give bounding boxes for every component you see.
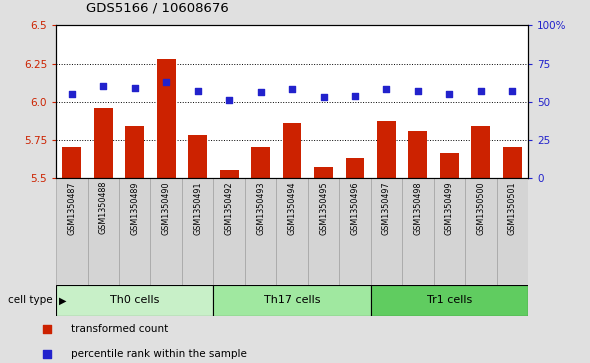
Bar	[471, 126, 490, 178]
Point	[130, 85, 139, 91]
Bar	[402, 178, 434, 285]
Text: GSM1350495: GSM1350495	[319, 181, 328, 235]
Point	[67, 91, 77, 97]
Point	[413, 88, 422, 94]
Text: Tr1 cells: Tr1 cells	[427, 295, 472, 305]
Point	[162, 79, 171, 85]
Bar	[56, 178, 87, 285]
Point	[99, 83, 108, 89]
Bar	[251, 147, 270, 178]
Bar	[497, 178, 528, 285]
Bar	[63, 147, 81, 178]
Text: GSM1350489: GSM1350489	[130, 181, 139, 234]
Text: percentile rank within the sample: percentile rank within the sample	[71, 348, 247, 359]
Text: GSM1350494: GSM1350494	[287, 181, 297, 234]
Bar	[119, 178, 150, 285]
Text: GSM1350487: GSM1350487	[67, 181, 76, 234]
Text: ▶: ▶	[59, 295, 67, 305]
Text: Th0 cells: Th0 cells	[110, 295, 159, 305]
Bar	[182, 178, 214, 285]
Bar	[308, 178, 339, 285]
Text: GSM1350501: GSM1350501	[508, 181, 517, 234]
Bar	[245, 178, 276, 285]
Point	[445, 91, 454, 97]
Text: GSM1350499: GSM1350499	[445, 181, 454, 235]
Text: GSM1350500: GSM1350500	[476, 181, 486, 234]
Bar	[377, 122, 396, 178]
Text: GSM1350490: GSM1350490	[162, 181, 171, 234]
Text: transformed count: transformed count	[71, 324, 168, 334]
Text: GSM1350498: GSM1350498	[414, 181, 422, 234]
Point	[476, 88, 486, 94]
Bar	[125, 126, 144, 178]
Bar	[150, 178, 182, 285]
Bar	[440, 154, 459, 178]
Bar	[214, 285, 371, 316]
Point	[193, 88, 202, 94]
Bar	[87, 178, 119, 285]
Point	[224, 97, 234, 103]
Bar	[371, 178, 402, 285]
Point	[287, 86, 297, 92]
Point	[382, 86, 391, 92]
Text: GDS5166 / 10608676: GDS5166 / 10608676	[86, 1, 228, 15]
Bar	[94, 108, 113, 178]
Point	[507, 88, 517, 94]
Bar	[503, 147, 522, 178]
Text: GSM1350493: GSM1350493	[256, 181, 265, 234]
Bar	[219, 170, 238, 178]
Bar	[283, 123, 301, 178]
Text: GSM1350492: GSM1350492	[225, 181, 234, 235]
Bar	[314, 167, 333, 178]
Bar	[157, 59, 176, 178]
Bar	[346, 158, 365, 178]
Point	[319, 94, 328, 100]
Text: GSM1350491: GSM1350491	[193, 181, 202, 234]
Text: Th17 cells: Th17 cells	[264, 295, 320, 305]
Bar	[214, 178, 245, 285]
Bar	[371, 285, 528, 316]
Bar	[434, 178, 465, 285]
Bar	[188, 135, 207, 178]
Text: GSM1350497: GSM1350497	[382, 181, 391, 235]
Text: GSM1350496: GSM1350496	[350, 181, 359, 234]
Bar	[339, 178, 371, 285]
Bar	[276, 178, 308, 285]
Bar	[56, 285, 214, 316]
Text: GSM1350488: GSM1350488	[99, 181, 108, 234]
Bar	[465, 178, 497, 285]
Point	[350, 93, 360, 98]
Text: cell type: cell type	[8, 295, 53, 305]
Bar	[408, 131, 427, 178]
Point	[256, 90, 266, 95]
